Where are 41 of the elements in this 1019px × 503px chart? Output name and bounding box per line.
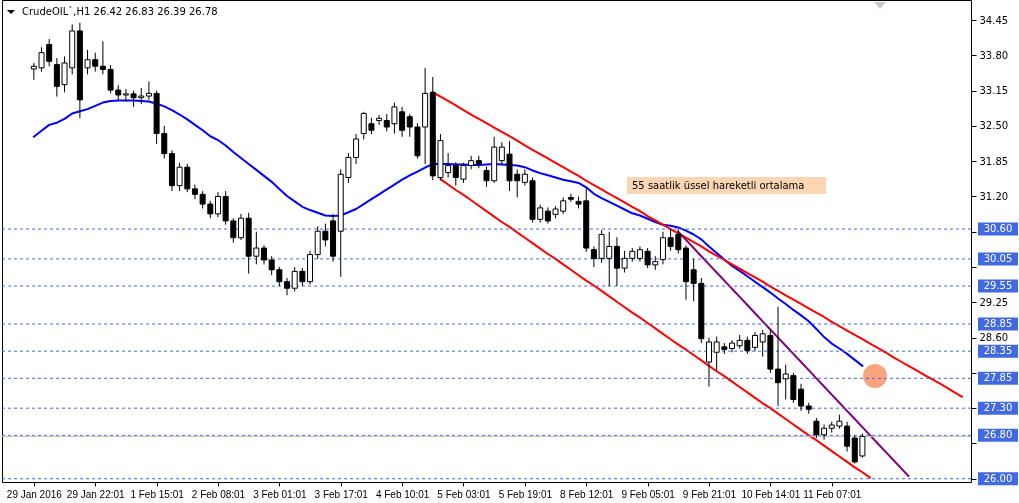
candlestick [214,191,221,218]
y-tick-label: 33.15 [979,85,1009,97]
y-tick-label: 33.80 [979,49,1009,61]
x-tick-label: 1 Feb 15:01 [130,488,185,500]
x-tick-label: 29 Jan 22:01 [66,488,126,500]
y-tick-label: 31.20 [979,190,1009,202]
y-tick-label: 31.85 [979,155,1009,167]
x-tick-label: 29 Jan 2016 [6,488,63,500]
annotation: 55 saatlik üssel hareketli ortalama [632,180,805,191]
y-tick-label: 29.25 [979,296,1009,308]
candlestick [376,114,383,126]
line-series [677,230,910,478]
x-tick-label: 8 Feb 12:01 [560,488,614,500]
text: CrudeOIL`,H1 26.42 26.83 26.39 26.78 [22,6,218,17]
ref-line-label: 27.30 [983,402,1013,414]
ref-line-label: 30.05 [983,252,1013,264]
ref-line-label: 28.35 [983,345,1013,357]
x-tick-label: 4 Feb 10:01 [375,488,430,500]
candlestick [238,213,244,241]
candlestick [261,244,268,265]
ref-line-label: 27.85 [983,372,1013,384]
x-tick-label: 2 Feb 08:01 [191,488,246,500]
x-tick-label: 10 Feb 14:01 [741,488,801,500]
y-tick-label: 32.50 [979,120,1009,132]
x-tick-label: 9 Feb 05:01 [621,488,676,500]
ref-line-label: 30.60 [983,223,1013,235]
x-tick-label: 5 Feb 19:01 [498,488,553,500]
x-tick-label: 11 Feb 07:01 [803,488,862,500]
y-tick-label: 28.60 [979,332,1009,344]
x-tick-label: 3 Feb 01:01 [253,488,307,500]
ref-line-label: 28.85 [983,318,1013,330]
candlestick [567,193,574,203]
ref-line-label: 29.55 [983,280,1013,292]
ref-line-label: 26.00 [983,472,1013,484]
x-tick-label: 5 Feb 03:01 [437,488,492,500]
x-tick-label: 3 Feb 17:01 [314,488,369,500]
candlestick [705,337,712,387]
candlestick [752,331,759,352]
ref-line-label: 26.80 [983,429,1013,441]
x-tick-label: 9 Feb 21:01 [682,488,737,500]
y-tick-label: 34.45 [979,14,1009,26]
